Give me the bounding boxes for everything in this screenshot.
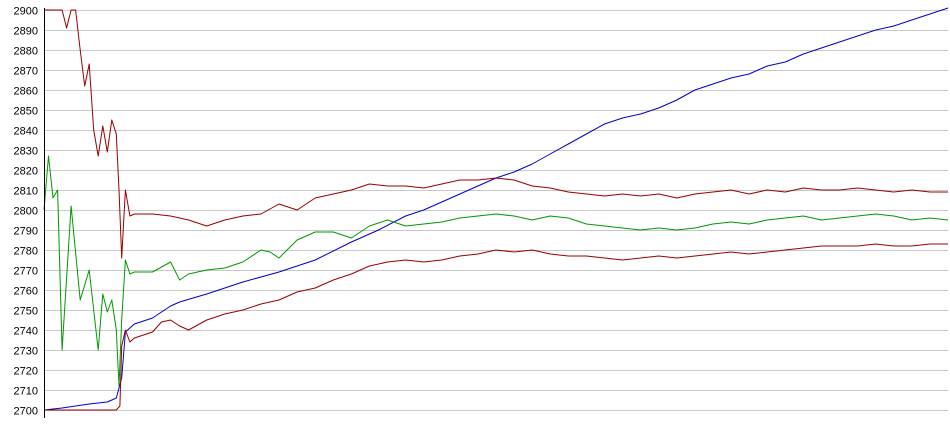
y-tick-label: 2760 (14, 286, 38, 298)
gridlines (44, 10, 948, 411)
y-tick-label: 2900 (14, 6, 38, 18)
y-tick-label: 2730 (14, 346, 38, 358)
y-tick-label: 2800 (14, 206, 38, 218)
y-tick-label: 2790 (14, 226, 38, 238)
series-line-4 (44, 243, 948, 411)
y-tick-label: 2750 (14, 306, 38, 318)
series-lines (43, 7, 949, 411)
y-tick-label: 2820 (14, 166, 38, 178)
y-tick-label: 2810 (14, 186, 38, 198)
y-tick-label: 2830 (14, 146, 38, 158)
y-tick-label: 2720 (14, 366, 38, 378)
y-tick-label: 2860 (14, 86, 38, 98)
y-tick-label: 2840 (14, 126, 38, 138)
y-tick-label: 2710 (14, 386, 38, 398)
series-line-2 (43, 155, 949, 387)
y-tick-label: 2780 (14, 246, 38, 258)
series-line-3 (44, 9, 948, 259)
y-tick-label: 2880 (14, 46, 38, 58)
y-tick-label: 2890 (14, 26, 38, 38)
y-tick-label: 2740 (14, 326, 38, 338)
y-tick-label: 2850 (14, 106, 38, 118)
y-tick-label: 2870 (14, 66, 38, 78)
y-tick-label: 2700 (14, 406, 38, 418)
y-tick-label: 2770 (14, 266, 38, 278)
y-axis-tick-labels: 2700 2710 2720 2730 2740 2750 2760 2770 2780 2790… (14, 6, 38, 418)
series-line-1 (43, 7, 949, 411)
